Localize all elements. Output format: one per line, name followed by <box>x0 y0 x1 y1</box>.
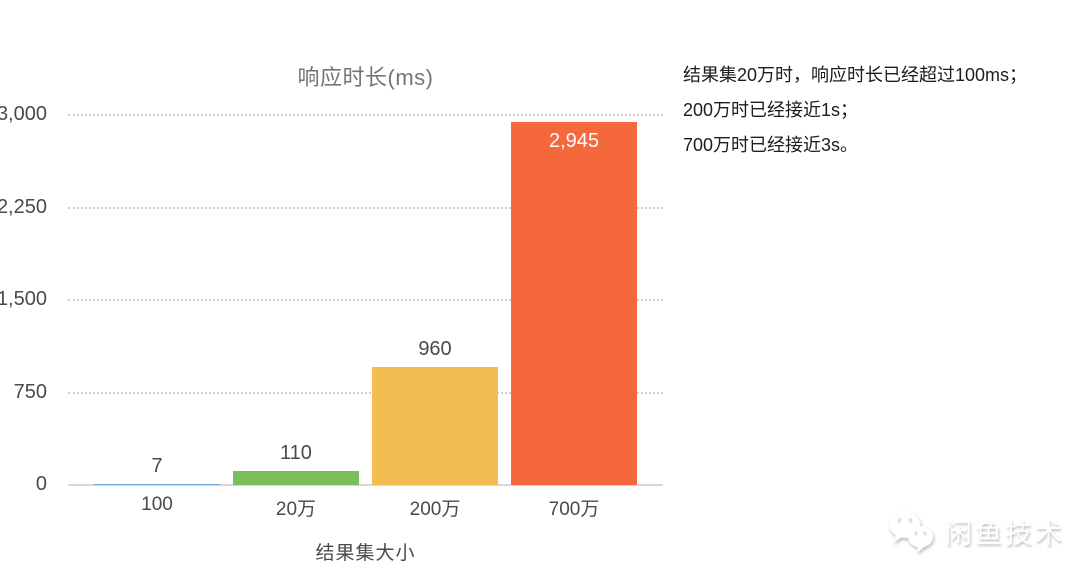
x-tick-label: 200万 <box>409 499 461 520</box>
gridline <box>68 391 663 394</box>
watermark: 闲鱼技术 <box>886 508 1065 554</box>
wechat-logo-icon <box>889 512 933 553</box>
x-tick-label: 20万 <box>275 499 317 520</box>
annotation-line: 200万时已经接近1s； <box>683 100 859 120</box>
bar-value-label: 2,945 <box>548 130 600 152</box>
annotation-line: 结果集20万时，响应时长已经超过100ms； <box>683 65 1028 85</box>
y-tick-label: 0 <box>35 473 47 495</box>
annotation-line: 700万时已经接近3s。 <box>683 135 859 155</box>
bar-100 <box>94 484 220 485</box>
bar-value-label: 960 <box>418 338 452 360</box>
bar-200万 <box>372 367 498 485</box>
x-tick-label: 700万 <box>548 499 600 520</box>
gridline <box>68 114 663 116</box>
bar-20万 <box>233 471 359 485</box>
chart-title: 响应时长(ms) <box>297 65 434 90</box>
y-tick-label: 1,500 <box>0 288 47 310</box>
y-tick-label: 2,250 <box>0 195 47 218</box>
y-tick-label: 750 <box>13 380 47 403</box>
x-axis-line <box>68 484 663 486</box>
watermark-text: 闲鱼技术 <box>945 518 1065 549</box>
annotation-text: 结果集20万时，响应时长已经超过100ms； 200万时已经接近1s； 700万… <box>683 58 1075 163</box>
x-tick-label: 100 <box>141 494 173 515</box>
bar-700万 <box>511 122 637 485</box>
x-axis-title: 结果集大小 <box>315 543 416 564</box>
gridline <box>68 299 663 301</box>
bar-value-label: 7 <box>151 455 163 477</box>
gridline <box>68 206 663 209</box>
y-tick-label: 3,000 <box>0 103 47 125</box>
bar-value-label: 110 <box>280 442 312 464</box>
